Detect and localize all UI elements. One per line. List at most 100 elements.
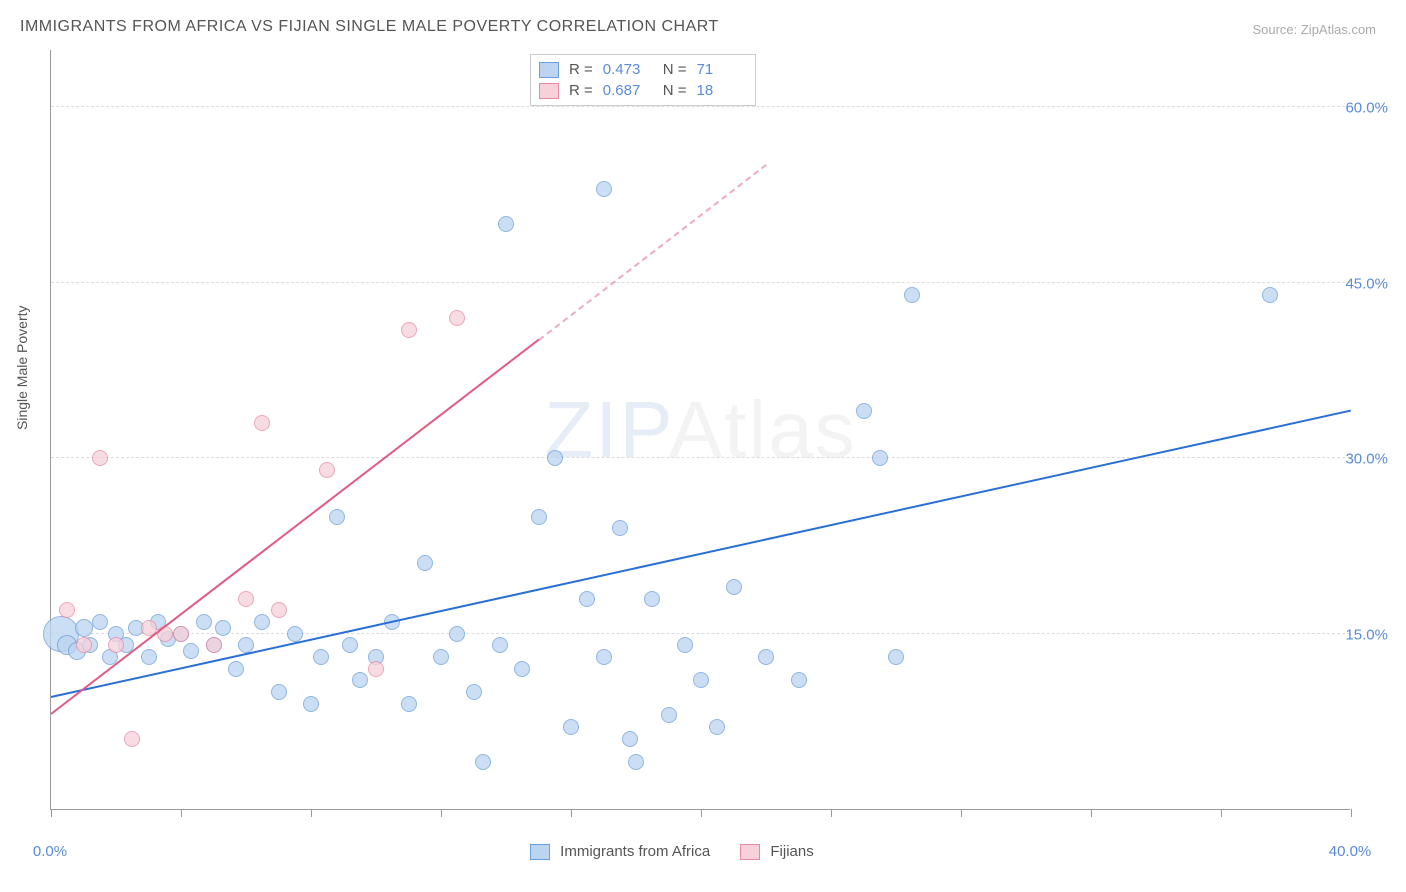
data-point xyxy=(196,614,212,630)
legend-item-series2: Fijians xyxy=(740,843,814,860)
legend-row-series1: R = 0.473 N = 71 xyxy=(539,59,747,80)
data-point xyxy=(791,672,807,688)
y-tick-label: 30.0% xyxy=(1345,451,1388,468)
data-point xyxy=(417,555,433,571)
data-point xyxy=(622,731,638,747)
data-point xyxy=(271,602,287,618)
data-point xyxy=(271,684,287,700)
data-point xyxy=(612,520,628,536)
x-tick xyxy=(181,809,182,817)
data-point xyxy=(319,462,335,478)
data-point xyxy=(492,637,508,653)
legend-swatch-series1 xyxy=(539,62,559,78)
r-label: R = xyxy=(569,61,593,78)
data-point xyxy=(254,614,270,630)
data-point xyxy=(92,450,108,466)
n-value-series2: 18 xyxy=(697,82,747,99)
series-legend: Immigrants from Africa Fijians xyxy=(530,843,814,860)
x-tick xyxy=(1221,809,1222,817)
x-tick xyxy=(1091,809,1092,817)
data-point xyxy=(206,637,222,653)
data-point xyxy=(872,450,888,466)
data-point xyxy=(329,509,345,525)
data-point xyxy=(254,415,270,431)
legend-swatch-series1 xyxy=(530,844,550,860)
data-point xyxy=(531,509,547,525)
data-point xyxy=(342,637,358,653)
gridline xyxy=(51,106,1350,107)
x-tick xyxy=(571,809,572,817)
data-point xyxy=(124,731,140,747)
legend-swatch-series2 xyxy=(539,83,559,99)
x-tick xyxy=(441,809,442,817)
data-point xyxy=(726,579,742,595)
data-point xyxy=(514,661,530,677)
data-point xyxy=(644,591,660,607)
chart-title: IMMIGRANTS FROM AFRICA VS FIJIAN SINGLE … xyxy=(20,18,719,36)
n-label: N = xyxy=(663,82,687,99)
data-point xyxy=(677,637,693,653)
trend-line xyxy=(51,409,1351,697)
legend-swatch-series2 xyxy=(740,844,760,860)
data-point xyxy=(401,696,417,712)
y-tick-label: 45.0% xyxy=(1345,275,1388,292)
data-point xyxy=(758,649,774,665)
data-point xyxy=(498,216,514,232)
watermark: ZIPAtlas xyxy=(544,384,856,476)
data-point xyxy=(904,287,920,303)
data-point xyxy=(59,602,75,618)
watermark-part1: ZIP xyxy=(544,385,669,474)
x-tick xyxy=(51,809,52,817)
data-point xyxy=(563,719,579,735)
legend-label-series2: Fijians xyxy=(770,843,813,860)
data-point xyxy=(287,626,303,642)
data-point xyxy=(433,649,449,665)
x-tick xyxy=(701,809,702,817)
data-point xyxy=(856,403,872,419)
data-point xyxy=(92,614,108,630)
data-point xyxy=(313,649,329,665)
data-point xyxy=(466,684,482,700)
data-point xyxy=(888,649,904,665)
legend-label-series1: Immigrants from Africa xyxy=(560,843,710,860)
data-point xyxy=(228,661,244,677)
data-point xyxy=(596,649,612,665)
data-point xyxy=(1262,287,1278,303)
gridline xyxy=(51,457,1350,458)
n-label: N = xyxy=(663,61,687,78)
watermark-part2: Atlas xyxy=(669,385,857,474)
y-tick-label: 60.0% xyxy=(1345,100,1388,117)
y-tick-label: 15.0% xyxy=(1345,626,1388,643)
data-point xyxy=(215,620,231,636)
r-value-series1: 0.473 xyxy=(603,61,653,78)
x-tick xyxy=(831,809,832,817)
data-point xyxy=(579,591,595,607)
data-point xyxy=(596,181,612,197)
y-axis-label: Single Male Poverty xyxy=(14,305,30,430)
legend-row-series2: R = 0.687 N = 18 xyxy=(539,80,747,101)
trend-line-extension xyxy=(538,164,767,341)
data-point xyxy=(76,637,92,653)
data-point xyxy=(352,672,368,688)
n-value-series1: 71 xyxy=(697,61,747,78)
plot-area: ZIPAtlas xyxy=(50,50,1350,810)
data-point xyxy=(449,626,465,642)
data-point xyxy=(183,643,199,659)
data-point xyxy=(401,322,417,338)
gridline xyxy=(51,633,1350,634)
data-point xyxy=(108,637,124,653)
r-label: R = xyxy=(569,82,593,99)
data-point xyxy=(547,450,563,466)
x-tick xyxy=(1351,809,1352,817)
data-point xyxy=(475,754,491,770)
data-point xyxy=(709,719,725,735)
data-point xyxy=(693,672,709,688)
trend-line xyxy=(50,340,539,716)
data-point xyxy=(661,707,677,723)
gridline xyxy=(51,282,1350,283)
x-tick xyxy=(311,809,312,817)
data-point xyxy=(628,754,644,770)
r-value-series2: 0.687 xyxy=(603,82,653,99)
data-point xyxy=(449,310,465,326)
data-point xyxy=(75,619,93,637)
